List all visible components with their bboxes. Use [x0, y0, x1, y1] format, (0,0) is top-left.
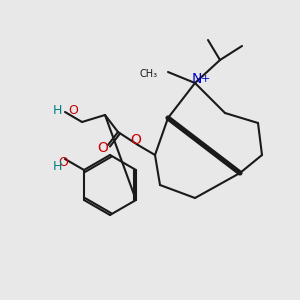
Text: O: O [130, 133, 141, 147]
Text: O: O [68, 103, 78, 116]
Text: O: O [98, 141, 108, 155]
Text: O: O [58, 155, 68, 169]
Text: CH₃: CH₃ [140, 69, 158, 79]
Text: N: N [192, 72, 202, 86]
Text: H: H [52, 103, 62, 116]
Text: H: H [52, 160, 62, 173]
Text: +: + [200, 74, 210, 84]
